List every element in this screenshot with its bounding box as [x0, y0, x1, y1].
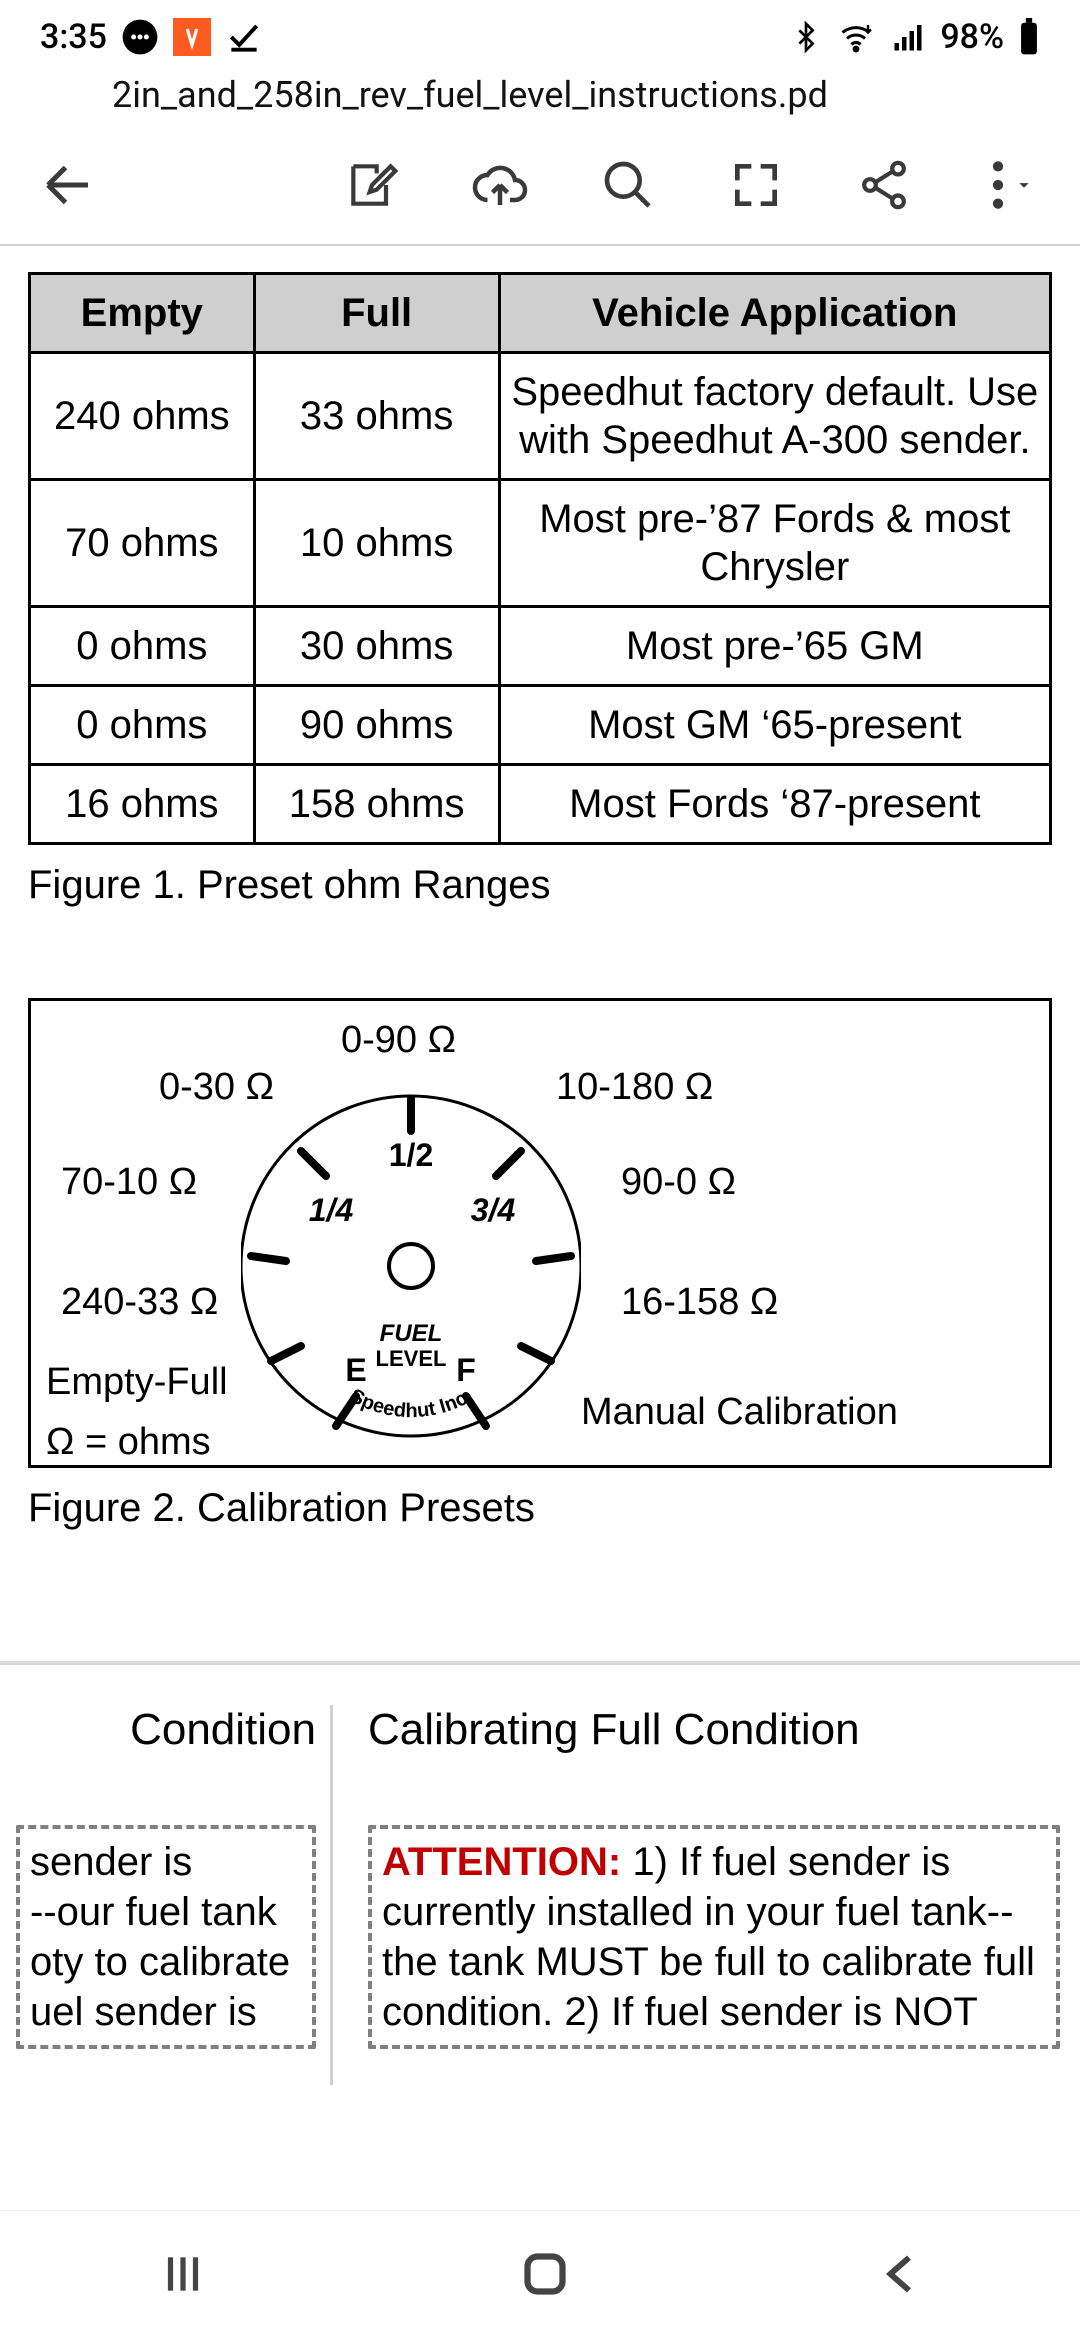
page-divider — [0, 1661, 1080, 1665]
app-icon-orange — [173, 18, 211, 56]
svg-text:FUEL: FUEL — [380, 1320, 443, 1347]
download-done-icon — [225, 18, 263, 56]
table-cell: Speedhut factory default. Use with Speed… — [499, 353, 1050, 480]
battery-icon — [1018, 18, 1040, 56]
table-row: 0 ohms90 ohmsMost GM ‘65-present — [30, 686, 1051, 765]
edit-button[interactable] — [332, 145, 412, 225]
table-row: 16 ohms158 ohmsMost Fords ‘87-present — [30, 765, 1051, 844]
ohm-range-table: Empty Full Vehicle Application 240 ohms3… — [28, 272, 1052, 845]
table-cell: 30 ohms — [254, 607, 499, 686]
fullscreen-button[interactable] — [716, 145, 796, 225]
page2-right-heading: Calibrating Full Condition — [368, 1705, 1060, 1755]
gauge-label: 240-33 Ω — [61, 1281, 218, 1324]
table-cell: 10 ohms — [254, 480, 499, 607]
gauge-label: 90-0 Ω — [621, 1161, 736, 1204]
gauge-label: 70-10 Ω — [61, 1161, 197, 1204]
messages-icon — [121, 18, 159, 56]
gauge-label: 0-90 Ω — [341, 1019, 456, 1062]
wifi-icon — [836, 19, 876, 55]
table-cell: Most Fords ‘87-present — [499, 765, 1050, 844]
page2-region: Condition sender is our fuel tank-- oty … — [28, 1705, 1052, 2085]
status-bar: 3:35 98% — [0, 0, 1080, 74]
svg-text:3/4: 3/4 — [471, 1192, 516, 1228]
svg-text:F: F — [456, 1352, 476, 1388]
table-cell: Most pre-’65 GM — [499, 607, 1050, 686]
attention-label: ATTENTION: — [382, 1840, 621, 1884]
back-button[interactable] — [28, 145, 108, 225]
table-cell: 0 ohms — [30, 686, 255, 765]
table-cell: 33 ohms — [254, 353, 499, 480]
signal-icon — [890, 19, 926, 55]
th-app: Vehicle Application — [499, 274, 1050, 353]
gauge-label: 16-158 Ω — [621, 1281, 778, 1324]
table-cell: 240 ohms — [30, 353, 255, 480]
nav-home-button[interactable] — [515, 2244, 575, 2308]
nav-recents-button[interactable] — [150, 2249, 216, 2303]
page2-left-body: sender is our fuel tank-- oty to calibra… — [16, 1825, 316, 2049]
table-row: 0 ohms30 ohmsMost pre-’65 GM — [30, 607, 1051, 686]
gauge-label: Empty-Full — [46, 1361, 228, 1404]
search-button[interactable] — [588, 145, 668, 225]
table-cell: 16 ohms — [30, 765, 255, 844]
svg-text:1/2: 1/2 — [389, 1137, 433, 1173]
document-filename: 2in_and_258in_rev_fuel_level_instruction… — [0, 74, 1080, 126]
figure1-caption: Figure 1. Preset ohm Ranges — [28, 863, 1052, 908]
gauge-figure: 0-90 Ω 0-30 Ω 10-180 Ω 70-10 Ω 240-33 Ω … — [28, 998, 1052, 1468]
battery-text: 98% — [940, 17, 1004, 57]
table-cell: 0 ohms — [30, 607, 255, 686]
svg-text:1/4: 1/4 — [309, 1192, 354, 1228]
nav-back-button[interactable] — [874, 2246, 930, 2306]
table-row: 70 ohms10 ohmsMost pre-’87 Fords & most … — [30, 480, 1051, 607]
gauge-dial: 1/2 1/4 3/4 E F FUEL LEVEL Speedhut Inc. — [241, 1081, 581, 1451]
bluetooth-icon — [790, 19, 822, 55]
toolbar — [0, 126, 1080, 246]
page2-right-body: ATTENTION: 1) If fuel sender is currentl… — [368, 1825, 1060, 2049]
column-divider — [330, 1705, 333, 2085]
table-cell: 70 ohms — [30, 480, 255, 607]
share-button[interactable] — [844, 145, 924, 225]
more-menu-button[interactable] — [972, 145, 1052, 225]
gauge-label: Manual Calibration — [581, 1391, 898, 1434]
table-cell: 90 ohms — [254, 686, 499, 765]
page2-left-heading: Condition — [16, 1705, 316, 1755]
table-cell: Most GM ‘65-present — [499, 686, 1050, 765]
svg-text:E: E — [345, 1352, 366, 1388]
svg-text:LEVEL: LEVEL — [376, 1346, 447, 1371]
table-row: 240 ohms33 ohmsSpeedhut factory default.… — [30, 353, 1051, 480]
gauge-label: Ω = ohms — [46, 1421, 211, 1464]
android-nav-bar — [0, 2210, 1080, 2340]
figure2-caption: Figure 2. Calibration Presets — [28, 1486, 1052, 1531]
document-viewport[interactable]: Empty Full Vehicle Application 240 ohms3… — [0, 246, 1080, 2085]
cloud-upload-button[interactable] — [460, 145, 540, 225]
table-cell: 158 ohms — [254, 765, 499, 844]
th-empty: Empty — [30, 274, 255, 353]
th-full: Full — [254, 274, 499, 353]
status-time: 3:35 — [40, 17, 107, 57]
table-cell: Most pre-’87 Fords & most Chrysler — [499, 480, 1050, 607]
